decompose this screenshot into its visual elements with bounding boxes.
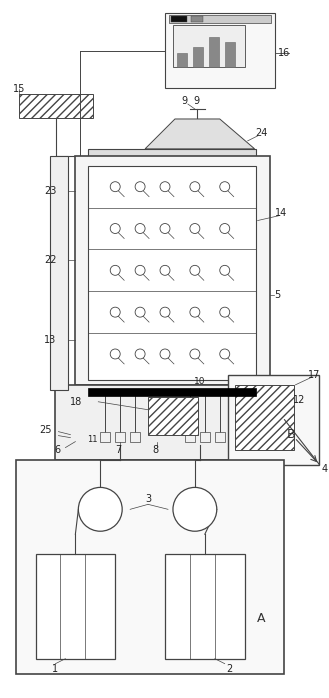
Text: 8: 8 bbox=[152, 445, 158, 454]
Bar bbox=[75, 156, 269, 385]
Text: 9: 9 bbox=[194, 96, 200, 106]
Bar bbox=[36, 554, 115, 659]
Text: 13: 13 bbox=[44, 335, 57, 345]
Circle shape bbox=[110, 307, 120, 317]
Bar bbox=[215, 431, 225, 442]
Circle shape bbox=[160, 223, 170, 234]
Bar bbox=[173, 25, 245, 67]
Text: 7: 7 bbox=[115, 445, 121, 454]
Circle shape bbox=[190, 265, 200, 275]
Circle shape bbox=[135, 349, 145, 359]
Bar bbox=[230, 431, 240, 442]
Bar bbox=[191, 17, 203, 22]
Bar bbox=[193, 47, 203, 67]
Text: 14: 14 bbox=[275, 207, 288, 218]
Circle shape bbox=[110, 349, 120, 359]
Bar bbox=[88, 388, 256, 396]
Circle shape bbox=[110, 181, 120, 192]
Text: 25: 25 bbox=[39, 424, 52, 435]
Bar bbox=[100, 431, 110, 442]
Bar bbox=[88, 166, 256, 380]
Bar bbox=[148, 396, 198, 435]
Circle shape bbox=[135, 307, 145, 317]
Circle shape bbox=[78, 487, 122, 531]
Circle shape bbox=[220, 223, 230, 234]
Circle shape bbox=[190, 349, 200, 359]
Text: 3: 3 bbox=[145, 494, 151, 505]
Bar bbox=[88, 149, 256, 159]
Circle shape bbox=[220, 307, 230, 317]
Bar bbox=[165, 13, 274, 88]
Text: 22: 22 bbox=[44, 255, 57, 265]
Bar bbox=[165, 554, 245, 659]
Text: 12: 12 bbox=[293, 395, 306, 405]
Bar bbox=[115, 431, 125, 442]
Text: 23: 23 bbox=[44, 186, 57, 195]
Circle shape bbox=[190, 181, 200, 192]
Circle shape bbox=[173, 487, 217, 531]
Bar bbox=[200, 431, 210, 442]
Bar bbox=[169, 15, 270, 23]
Text: 15: 15 bbox=[13, 84, 25, 94]
Bar bbox=[50, 156, 68, 389]
Circle shape bbox=[135, 181, 145, 192]
Bar bbox=[228, 375, 319, 464]
Bar bbox=[19, 94, 93, 118]
Circle shape bbox=[220, 181, 230, 192]
Bar bbox=[185, 431, 195, 442]
Text: 6: 6 bbox=[54, 445, 61, 454]
Circle shape bbox=[135, 223, 145, 234]
Circle shape bbox=[190, 223, 200, 234]
Bar bbox=[225, 43, 235, 67]
Text: 17: 17 bbox=[308, 370, 320, 380]
Text: 11: 11 bbox=[87, 435, 98, 444]
Text: 4: 4 bbox=[321, 464, 327, 475]
Text: 16: 16 bbox=[278, 48, 291, 58]
Bar bbox=[235, 385, 294, 450]
Circle shape bbox=[135, 265, 145, 275]
Text: 1: 1 bbox=[52, 664, 59, 674]
Text: 2: 2 bbox=[227, 664, 233, 674]
Circle shape bbox=[160, 307, 170, 317]
Bar bbox=[171, 17, 187, 22]
Circle shape bbox=[160, 265, 170, 275]
Text: 10: 10 bbox=[194, 378, 206, 387]
Circle shape bbox=[160, 181, 170, 192]
Circle shape bbox=[110, 265, 120, 275]
Circle shape bbox=[110, 223, 120, 234]
Circle shape bbox=[190, 307, 200, 317]
Bar bbox=[209, 37, 219, 67]
Text: 18: 18 bbox=[70, 396, 83, 407]
Text: 5: 5 bbox=[274, 290, 281, 300]
Circle shape bbox=[220, 349, 230, 359]
Text: 24: 24 bbox=[255, 128, 268, 138]
Bar bbox=[16, 459, 285, 674]
Bar bbox=[56, 385, 285, 459]
Text: A: A bbox=[257, 612, 266, 625]
Bar bbox=[130, 431, 140, 442]
Text: B: B bbox=[287, 428, 296, 441]
Text: 9: 9 bbox=[182, 96, 188, 106]
Circle shape bbox=[220, 265, 230, 275]
Bar bbox=[177, 53, 187, 67]
Polygon shape bbox=[145, 119, 255, 149]
Circle shape bbox=[160, 349, 170, 359]
